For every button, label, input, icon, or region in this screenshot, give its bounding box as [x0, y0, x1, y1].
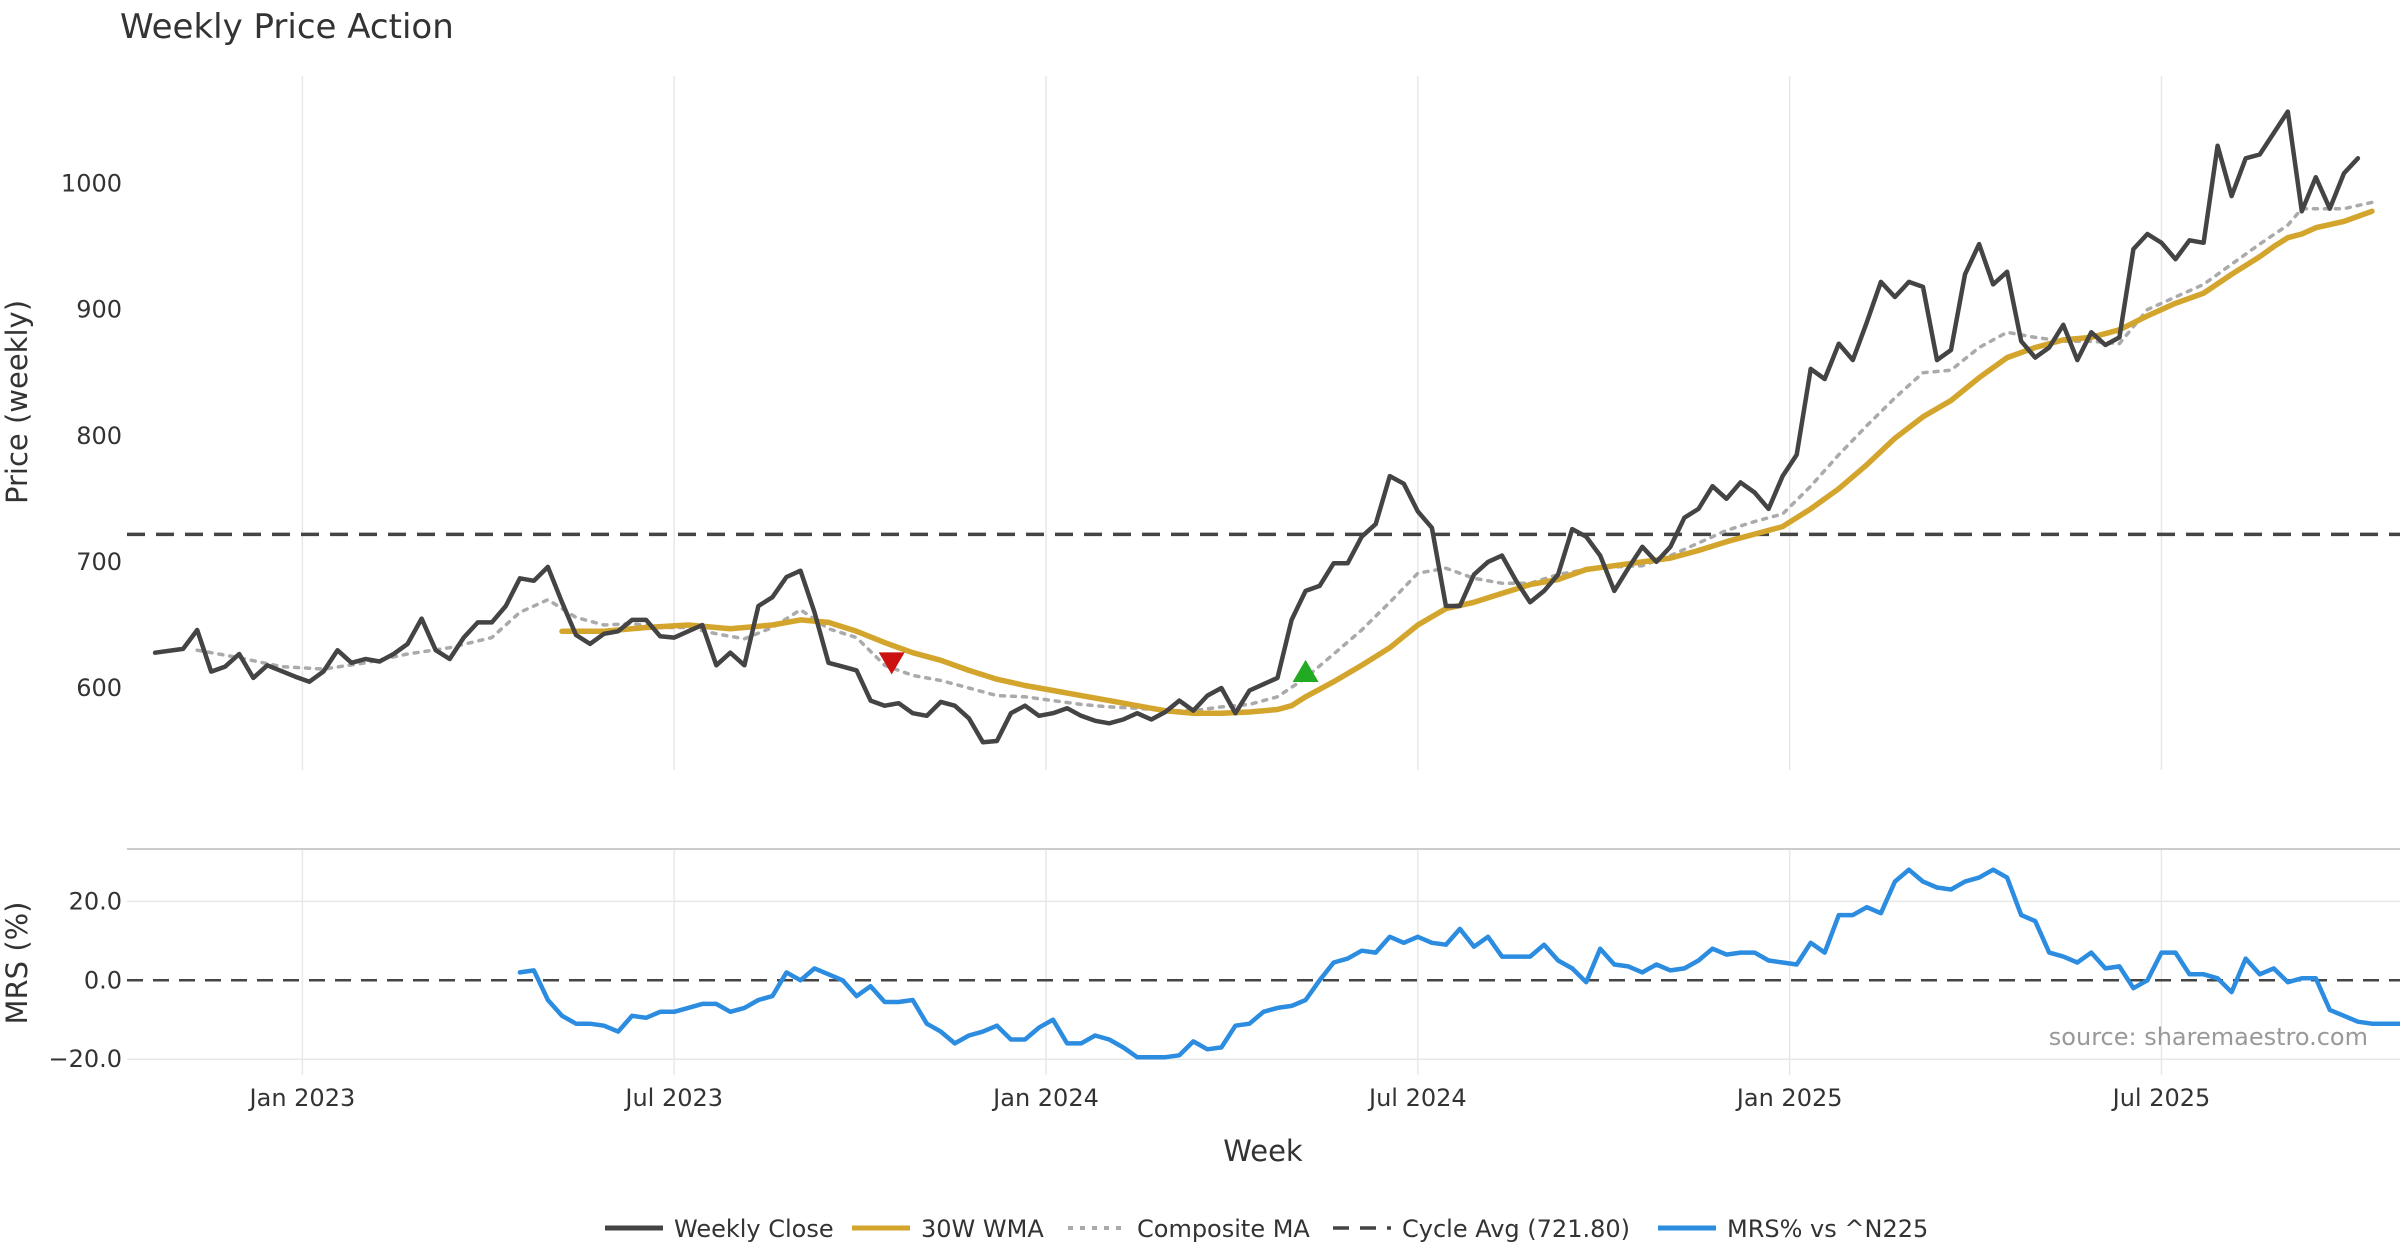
legend-label: 30W WMA [921, 1215, 1044, 1243]
source-note: source: sharemaestro.com [2049, 1023, 2368, 1051]
grid-layer: Jan 2023 Jul 2023 Jan 2024 Jul 2024 Jan 2025… [248, 76, 2211, 1112]
buy-marker [1292, 659, 1319, 683]
chart-title: Weekly Price Action [120, 7, 454, 47]
legend-label: Cycle Avg (721.80) [1402, 1215, 1630, 1243]
price-y-tick-label: 1000 [61, 170, 122, 198]
x-tick-label: Jul 2024 [1367, 1084, 1467, 1112]
sell-marker [878, 652, 905, 675]
price-y-tick-label: 600 [76, 674, 122, 702]
price-y-tick-label: 700 [76, 548, 122, 576]
legend-item: Weekly Close [605, 1215, 834, 1243]
price-axis-title: Price (weekly) [0, 300, 34, 504]
x-tick-label: Jul 2025 [2111, 1084, 2211, 1112]
mrs-line [517, 867, 2400, 1060]
wma-30w-line [559, 208, 2375, 716]
mrs-axis-title: MRS (%) [0, 902, 34, 1025]
price-y-tick-label: 900 [76, 296, 122, 324]
legend: Weekly Close 30W WMA Composite MA Cycle Avg… [605, 1215, 1928, 1243]
mrs-panel: −20.0 0.0 20.0 [48, 848, 2400, 1073]
price-panel: 600 700 800 900 1000 [61, 109, 2400, 745]
x-tick-label: Jan 2023 [248, 1084, 356, 1112]
legend-item: Cycle Avg (721.80) [1333, 1215, 1630, 1243]
legend-item: MRS% vs ^N225 [1658, 1215, 1928, 1243]
legend-label: Weekly Close [674, 1215, 834, 1243]
legend-item: Composite MA [1068, 1215, 1310, 1243]
price-y-tick-label: 800 [76, 422, 122, 450]
legend-item: 30W WMA [852, 1215, 1044, 1243]
x-axis-title: Week [1223, 1134, 1303, 1168]
legend-label: MRS% vs ^N225 [1727, 1215, 1928, 1243]
x-tick-label: Jul 2023 [623, 1084, 723, 1112]
x-tick-label: Jan 2024 [991, 1084, 1099, 1112]
x-tick-label: Jan 2025 [1735, 1084, 1843, 1112]
legend-label: Composite MA [1137, 1215, 1310, 1243]
composite-ma-line [195, 200, 2374, 713]
mrs-y-tick-label: 20.0 [69, 887, 122, 915]
weekly-close-line [152, 109, 2361, 745]
mrs-y-tick-label: −20.0 [48, 1045, 122, 1073]
mrs-y-tick-label: 0.0 [84, 966, 122, 994]
